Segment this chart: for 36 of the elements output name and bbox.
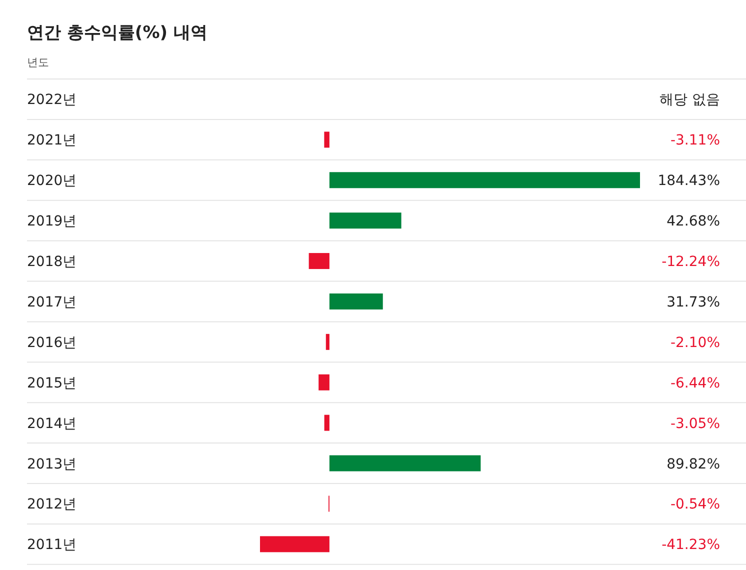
- y-tick-label: 2016년: [27, 334, 77, 351]
- bar: [308, 253, 330, 270]
- data-label: 89.82%: [666, 456, 720, 472]
- y-tick-label: 2011년: [27, 537, 77, 554]
- data-label: -2.10%: [670, 334, 720, 351]
- text: 해당 없음: [660, 92, 720, 108]
- data-label: -0.54%: [670, 496, 720, 513]
- data-label: -6.44%: [670, 375, 720, 392]
- y-tick-label: 2013년: [27, 456, 77, 472]
- y-tick-label: 2012년: [27, 496, 77, 513]
- data-label: 42.68%: [666, 214, 720, 230]
- bar: [318, 374, 330, 390]
- y-tick-label: 2020년: [27, 173, 77, 190]
- y-axis-title: 년도: [27, 56, 49, 69]
- y-tick-label: 2021년: [27, 132, 77, 149]
- text: 연간 총수익률(%) 내역: [27, 23, 208, 43]
- y-tick-label: 2019년: [27, 214, 77, 230]
- data-label: 31.73%: [666, 294, 720, 310]
- data-label: -3.11%: [670, 132, 720, 149]
- bar: [329, 293, 383, 310]
- data-label: -12.24%: [662, 254, 720, 270]
- bar: [329, 212, 402, 229]
- bar: [324, 414, 330, 431]
- data-label: 184.43%: [658, 173, 720, 190]
- bar: [329, 455, 481, 472]
- data-label: -3.05%: [670, 416, 720, 432]
- bar: [324, 132, 330, 148]
- y-tick-label: 2022년: [27, 92, 77, 108]
- y-tick-label: 2018년: [27, 254, 77, 270]
- bar: [260, 536, 330, 552]
- y-tick-label: 2015년: [27, 375, 77, 392]
- y-tick-label: 2014년: [27, 416, 77, 432]
- data-label: -41.23%: [662, 537, 720, 554]
- bar: [329, 172, 640, 188]
- bar: [326, 334, 330, 350]
- y-tick-label: 2017년: [27, 294, 77, 310]
